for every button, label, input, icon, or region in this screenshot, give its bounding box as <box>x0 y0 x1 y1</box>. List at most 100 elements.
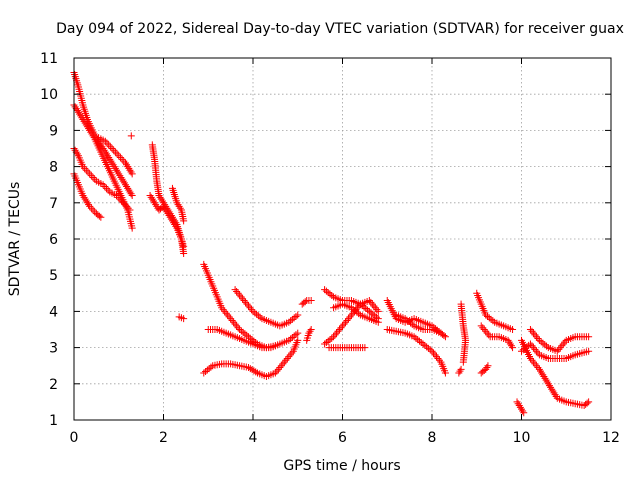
data-point <box>441 369 449 377</box>
data-point <box>482 327 490 335</box>
data-point <box>426 346 434 354</box>
data-point <box>254 312 262 320</box>
data-point <box>108 145 116 152</box>
data-point <box>558 342 566 350</box>
data-point <box>519 346 527 354</box>
data-point <box>551 391 559 399</box>
series-track-ab <box>477 362 492 377</box>
y-tick-label: 3 <box>49 341 58 357</box>
y-tick-label: 6 <box>49 232 58 248</box>
data-point <box>125 186 133 194</box>
data-point <box>248 306 256 314</box>
data-point <box>128 224 136 232</box>
data-point <box>543 342 551 350</box>
data-point <box>516 403 524 411</box>
data-point <box>87 172 95 180</box>
chart-title: Day 094 of 2022, Sidereal Day-to-day VTE… <box>56 21 624 37</box>
data-point <box>489 317 497 325</box>
data-point <box>545 382 553 390</box>
data-point <box>286 351 294 359</box>
data-point <box>367 309 375 317</box>
data-point <box>221 307 229 315</box>
data-point <box>110 146 118 154</box>
data-point <box>82 166 90 174</box>
data-point <box>543 378 551 386</box>
data-points <box>70 68 593 417</box>
data-point <box>110 163 118 171</box>
data-point <box>485 314 493 322</box>
x-tick-label: 12 <box>602 430 620 446</box>
data-point <box>556 344 564 352</box>
data-point <box>121 201 129 209</box>
data-point <box>364 306 372 314</box>
data-point <box>239 328 247 336</box>
data-point <box>344 315 352 323</box>
data-point <box>230 318 238 326</box>
series-track-a <box>70 68 136 200</box>
data-point <box>234 289 242 297</box>
data-point <box>170 219 178 227</box>
data-point <box>455 369 463 377</box>
data-point <box>237 327 245 335</box>
data-point <box>301 298 309 306</box>
data-point <box>222 309 230 317</box>
data-point <box>531 331 539 339</box>
data-point <box>277 362 285 370</box>
data-point <box>287 317 295 325</box>
data-point <box>234 324 242 332</box>
data-point <box>237 293 245 301</box>
data-point <box>126 206 134 214</box>
data-point <box>80 193 88 201</box>
data-point <box>407 319 415 327</box>
data-point <box>509 326 517 333</box>
data-point <box>526 354 534 362</box>
data-point <box>532 362 540 370</box>
data-point <box>333 329 341 337</box>
data-point <box>537 367 545 375</box>
series-track-s <box>325 344 369 352</box>
data-point <box>351 307 359 315</box>
data-point <box>251 309 259 317</box>
data-point <box>76 110 84 118</box>
data-point <box>246 365 254 373</box>
y-tick-label: 5 <box>49 268 58 284</box>
data-point <box>339 322 346 330</box>
y-tick-label: 9 <box>49 123 58 139</box>
series-track-n <box>231 286 302 330</box>
series-track-e <box>95 134 136 178</box>
data-point <box>86 126 94 134</box>
data-point <box>273 367 281 375</box>
data-point <box>118 155 126 163</box>
data-point <box>410 333 418 341</box>
data-point <box>326 336 334 344</box>
data-point <box>127 168 135 176</box>
data-point <box>331 331 339 339</box>
data-point <box>89 132 97 140</box>
data-point <box>283 354 291 362</box>
data-point <box>482 311 490 319</box>
data-point <box>583 399 591 407</box>
data-point <box>248 336 256 344</box>
series-track-w <box>392 311 445 337</box>
grid-lines <box>74 58 611 420</box>
data-point <box>507 342 515 350</box>
data-point <box>405 318 413 326</box>
data-point <box>124 163 132 171</box>
data-point <box>236 326 244 333</box>
data-point <box>71 103 79 111</box>
data-point <box>515 402 523 410</box>
y-tick-label: 2 <box>49 377 58 393</box>
data-point <box>534 349 542 357</box>
data-point <box>128 170 136 178</box>
data-point <box>529 329 537 337</box>
series-track-o <box>298 297 315 308</box>
data-point <box>127 190 135 198</box>
data-point <box>518 405 525 413</box>
data-point <box>225 313 233 321</box>
data-point <box>288 333 296 341</box>
data-point <box>240 297 248 305</box>
data-point <box>180 242 188 250</box>
data-point <box>106 155 114 163</box>
data-point <box>71 146 79 154</box>
